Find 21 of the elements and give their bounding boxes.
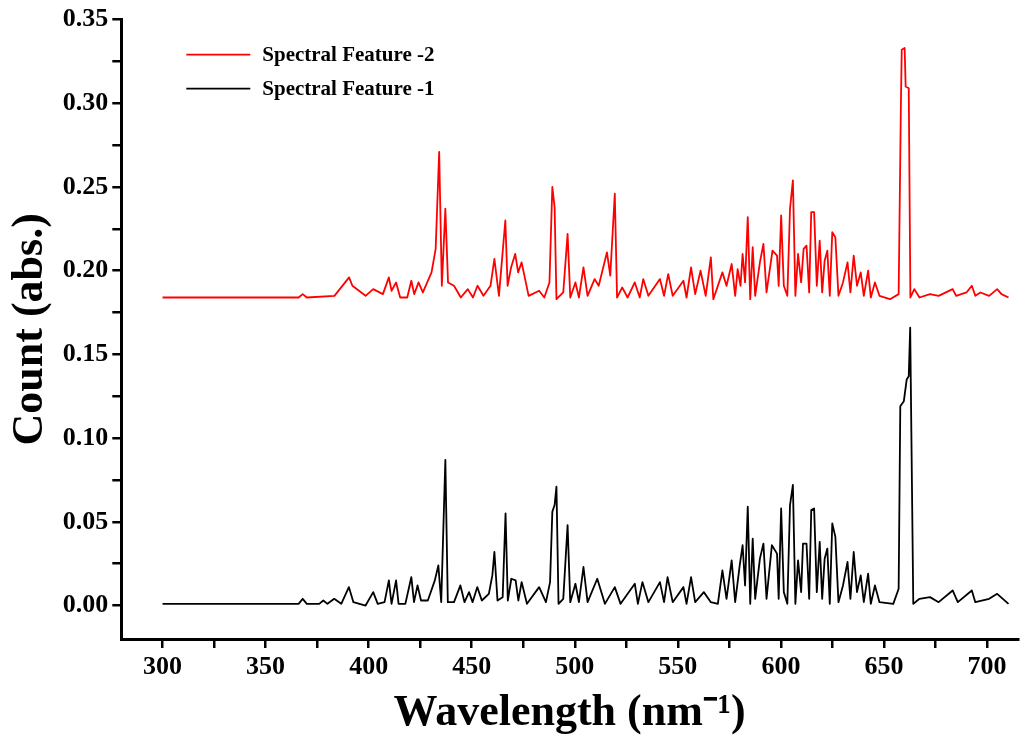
legend-label: Spectral Feature -2 [262, 42, 435, 67]
y-tick-label: 0.35 [62, 3, 109, 33]
y-tick-label: 0.20 [62, 254, 109, 284]
x-tick-label: 350 [246, 651, 286, 681]
y-tick-label: 0.25 [62, 170, 109, 200]
x-tick-label: 500 [555, 651, 595, 681]
x-tick-label: 600 [761, 651, 801, 681]
y-tick-label: 0.30 [62, 87, 109, 117]
x-tick-label: 450 [452, 651, 492, 681]
x-tick-label: 550 [658, 651, 698, 681]
y-tick-label: 0.00 [62, 589, 109, 619]
legend-label: Spectral Feature -1 [262, 76, 435, 101]
x-tick-label: 700 [967, 651, 1007, 681]
x-tick-label: 650 [864, 651, 904, 681]
x-axis-title: Wavelength (nm⁻¹) [393, 685, 746, 735]
y-tick-label: 0.15 [62, 338, 109, 368]
x-tick-label: 400 [349, 651, 389, 681]
x-tick-label: 300 [143, 651, 183, 681]
y-axis-title: Count (abs.) [2, 213, 52, 446]
y-tick-label: 0.05 [62, 505, 109, 535]
y-tick-label: 0.10 [62, 421, 109, 451]
